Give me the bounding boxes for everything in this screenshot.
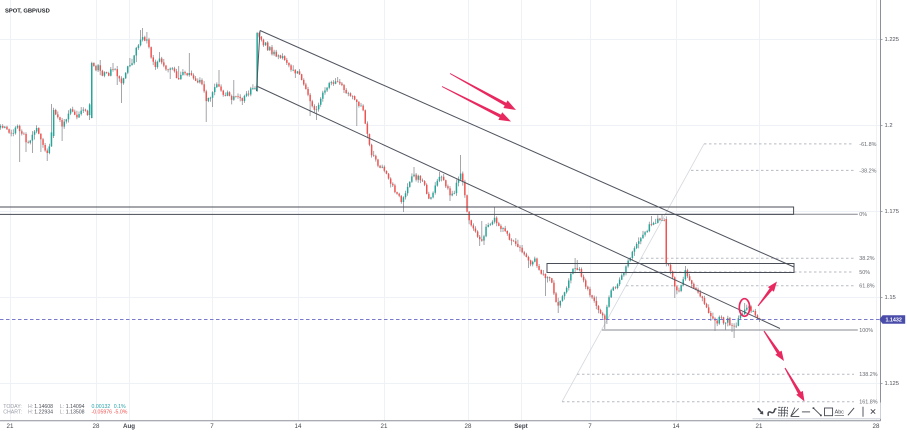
svg-text:H:: H: xyxy=(28,410,33,416)
svg-text:TODAY:: TODAY: xyxy=(3,404,22,410)
svg-text:7: 7 xyxy=(210,423,214,430)
svg-text:21: 21 xyxy=(7,423,14,430)
svg-text:28: 28 xyxy=(93,423,100,430)
svg-text:14: 14 xyxy=(673,423,680,430)
svg-text:L:: L: xyxy=(60,410,64,416)
svg-text:1.22934: 1.22934 xyxy=(34,410,53,416)
svg-text:1.15: 1.15 xyxy=(885,295,896,301)
svg-text:1.175: 1.175 xyxy=(885,209,900,215)
svg-text:Sept: Sept xyxy=(514,423,527,430)
svg-text:0.1%: 0.1% xyxy=(114,404,126,410)
svg-text:1.14608: 1.14608 xyxy=(34,404,53,410)
svg-text:-5.0%: -5.0% xyxy=(114,410,128,416)
svg-text:-0.05976: -0.05976 xyxy=(92,410,113,416)
svg-text:Abc: Abc xyxy=(835,410,845,416)
svg-text:138.2%: 138.2% xyxy=(859,372,877,378)
svg-text:61.8%: 61.8% xyxy=(859,284,874,290)
svg-text:21: 21 xyxy=(756,423,763,430)
svg-text:0.00132: 0.00132 xyxy=(92,404,111,410)
svg-text:21: 21 xyxy=(381,423,388,430)
svg-text:28: 28 xyxy=(873,423,880,430)
svg-text:H:: H: xyxy=(28,404,33,410)
svg-text:38.2%: 38.2% xyxy=(859,256,874,262)
svg-text:1.2: 1.2 xyxy=(885,123,893,129)
svg-text:CHART:: CHART: xyxy=(3,410,22,416)
svg-text:1.13508: 1.13508 xyxy=(66,410,85,416)
svg-text:1.1432: 1.1432 xyxy=(885,318,902,324)
svg-text:100%: 100% xyxy=(859,328,873,334)
svg-text:-38.2%: -38.2% xyxy=(859,168,876,174)
svg-text:14: 14 xyxy=(295,423,302,430)
svg-text:1.14094: 1.14094 xyxy=(66,404,85,410)
svg-text:50%: 50% xyxy=(859,270,870,276)
svg-text:L:: L: xyxy=(60,404,64,410)
svg-text:1.125: 1.125 xyxy=(885,381,900,387)
svg-text:0%: 0% xyxy=(859,212,867,218)
svg-text:161.8%: 161.8% xyxy=(859,400,877,406)
svg-text:-61.8%: -61.8% xyxy=(859,142,876,148)
svg-text:7: 7 xyxy=(588,423,592,430)
svg-text:SPOT, GBP/USD: SPOT, GBP/USD xyxy=(5,9,50,15)
svg-text:Aug: Aug xyxy=(123,423,135,430)
svg-text:1.225: 1.225 xyxy=(885,37,900,43)
svg-text:28: 28 xyxy=(465,423,472,430)
